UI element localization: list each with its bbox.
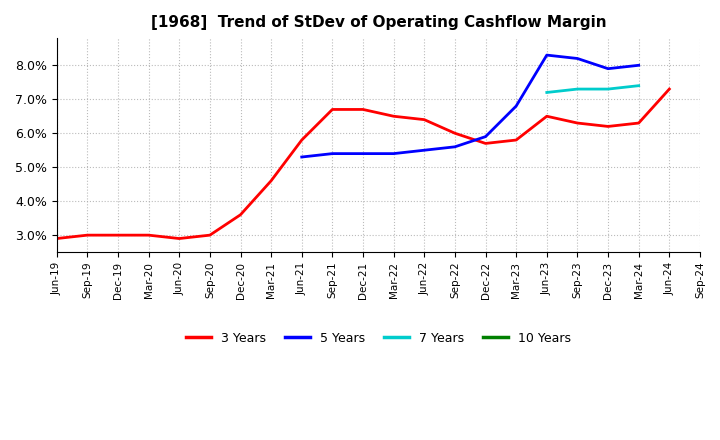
3 Years	[512, 137, 521, 143]
5 Years	[359, 151, 367, 156]
5 Years	[451, 144, 459, 150]
3 Years	[359, 107, 367, 112]
3 Years	[328, 107, 337, 112]
3 Years	[451, 131, 459, 136]
3 Years	[267, 178, 276, 183]
3 Years	[205, 232, 214, 238]
3 Years	[665, 86, 674, 92]
3 Years	[236, 212, 245, 217]
5 Years	[512, 103, 521, 109]
3 Years	[420, 117, 428, 122]
3 Years	[481, 141, 490, 146]
Legend: 3 Years, 5 Years, 7 Years, 10 Years: 3 Years, 5 Years, 7 Years, 10 Years	[181, 327, 575, 350]
5 Years	[542, 52, 551, 58]
7 Years	[573, 86, 582, 92]
3 Years	[390, 114, 398, 119]
5 Years	[634, 62, 643, 68]
3 Years	[297, 137, 306, 143]
Line: 5 Years: 5 Years	[302, 55, 639, 157]
5 Years	[420, 147, 428, 153]
3 Years	[604, 124, 613, 129]
Line: 7 Years: 7 Years	[546, 86, 639, 92]
5 Years	[390, 151, 398, 156]
3 Years	[573, 121, 582, 126]
5 Years	[573, 56, 582, 61]
Title: [1968]  Trend of StDev of Operating Cashflow Margin: [1968] Trend of StDev of Operating Cashf…	[150, 15, 606, 30]
7 Years	[542, 90, 551, 95]
5 Years	[481, 134, 490, 139]
7 Years	[604, 86, 613, 92]
3 Years	[83, 232, 91, 238]
Line: 3 Years: 3 Years	[57, 89, 670, 238]
3 Years	[175, 236, 184, 241]
7 Years	[634, 83, 643, 88]
3 Years	[144, 232, 153, 238]
5 Years	[328, 151, 337, 156]
3 Years	[634, 121, 643, 126]
3 Years	[542, 114, 551, 119]
5 Years	[297, 154, 306, 160]
5 Years	[604, 66, 613, 71]
3 Years	[53, 236, 61, 241]
3 Years	[114, 232, 122, 238]
